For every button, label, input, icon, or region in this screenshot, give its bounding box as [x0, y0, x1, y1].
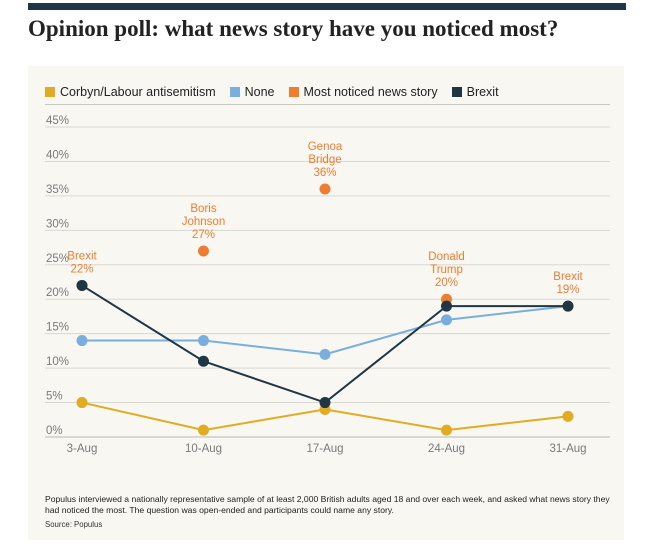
brexit-point [319, 397, 331, 409]
annotation-label: 22% [70, 263, 93, 275]
brexit-point [441, 300, 452, 312]
y-tick-label: 15% [46, 322, 69, 334]
page-title: Opinion poll: what news story have you n… [28, 16, 559, 41]
annotation-label: Brexit [67, 250, 97, 262]
y-tick-label: 40% [46, 149, 69, 161]
brexit-point [562, 300, 574, 312]
annotation-label: 19% [556, 284, 579, 296]
most-noticed-news-story-point [319, 183, 331, 195]
corbyn-labour-antisemitism-point [441, 424, 452, 436]
corbyn-labour-antisemitism-point [562, 410, 574, 422]
y-tick-label: 35% [46, 184, 69, 196]
legend-swatch [229, 87, 240, 97]
none-point [441, 314, 452, 326]
legend-label: None [244, 85, 275, 99]
x-tick-label: 24-Aug [428, 443, 465, 455]
y-tick-label: 20% [46, 287, 69, 299]
top-accent-bar [28, 3, 626, 10]
legend-item: None [229, 85, 275, 99]
brexit-point [76, 279, 88, 291]
legend-swatch [288, 87, 299, 97]
chart-panel [28, 66, 624, 540]
y-tick-label: 25% [46, 253, 69, 265]
annotation-label: Genoa [308, 141, 343, 153]
x-tick-label: 10-Aug [185, 443, 222, 455]
legend-divider [45, 104, 610, 105]
annotation-label: 36% [313, 167, 336, 179]
legend-item: Most noticed news story [288, 85, 438, 99]
annotation-label: 20% [435, 277, 458, 289]
legend-swatch [451, 87, 462, 97]
y-tick-label: 5% [46, 391, 63, 403]
corbyn-labour-antisemitism-point [76, 397, 88, 409]
legend-label: Brexit [466, 85, 499, 99]
legend-label: Most noticed news story [303, 85, 438, 99]
y-tick-label: 10% [46, 356, 69, 368]
chart-legend: Corbyn/Labour antisemitism None Most notic… [45, 83, 513, 101]
y-tick-label: 30% [46, 218, 69, 230]
annotation-label: Trump [430, 264, 463, 276]
x-tick-label: 17-Aug [306, 443, 343, 455]
chart-footnote: Populus interviewed a nationally represe… [45, 494, 610, 515]
chart-source: Source: Populus [45, 520, 103, 529]
brexit-point [198, 355, 209, 367]
annotation-label: Brexit [553, 271, 583, 283]
brexit-line [81, 284, 568, 404]
annotation-label: Bridge [308, 154, 341, 166]
corbyn-labour-antisemitism-point [198, 424, 209, 436]
legend-item: Brexit [451, 85, 499, 99]
y-tick-label: 0% [46, 425, 63, 437]
legend-label: Corbyn/Labour antisemitism [60, 85, 216, 99]
y-tick-label: 45% [46, 115, 69, 127]
none-point [198, 335, 209, 347]
annotation-label: Boris [190, 203, 216, 215]
none-point [76, 335, 88, 347]
most-noticed-news-story-point [198, 245, 209, 257]
annotation-label: Donald [428, 251, 464, 263]
x-tick-label: 31-Aug [549, 443, 586, 455]
annotation-label: Johnson [182, 216, 225, 228]
legend-swatch [45, 87, 55, 97]
annotation-label: 27% [192, 229, 215, 241]
x-tick-label: 3-Aug [67, 443, 98, 455]
legend-item: Corbyn/Labour antisemitism [45, 85, 216, 99]
none-point [319, 348, 331, 360]
